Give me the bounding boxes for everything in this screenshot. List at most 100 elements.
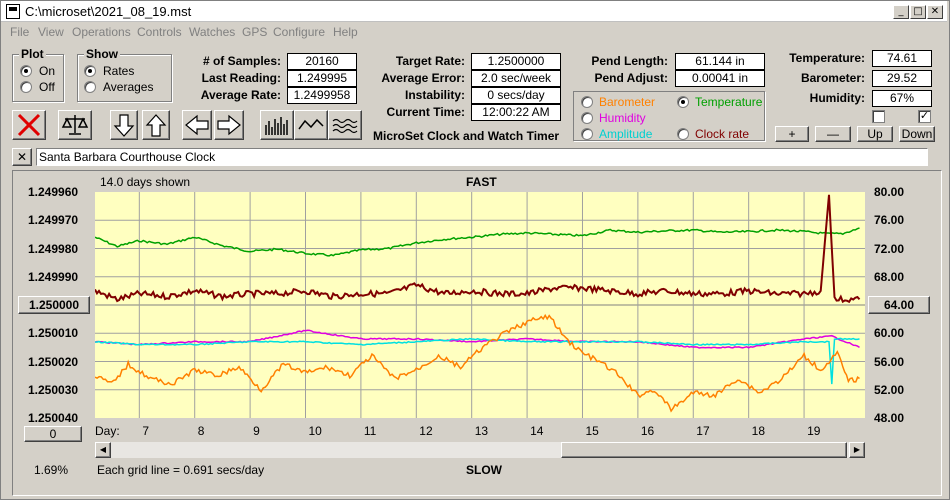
y-right-tick-label: 68.00 xyxy=(874,269,905,284)
menu-watches[interactable]: Watches xyxy=(189,25,236,39)
chart-frame xyxy=(12,170,942,496)
menu-gps[interactable]: GPS xyxy=(242,25,268,39)
up-button[interactable]: Up xyxy=(857,126,893,142)
percent-label: 1.69% xyxy=(34,463,69,477)
menu-controls[interactable]: Controls xyxy=(137,25,182,39)
x-tick-label: 10 xyxy=(308,424,322,438)
temperature-label: Temperature: xyxy=(789,51,865,65)
temperature-value: 74.61 xyxy=(872,50,932,67)
wave-graph-button[interactable] xyxy=(328,110,362,140)
show-rates-radio[interactable] xyxy=(84,65,96,77)
current-time-label: Current Time: xyxy=(386,105,465,119)
y-left-tick-label: 1.250010 xyxy=(28,326,79,341)
y-right-tick-label: 60.00 xyxy=(874,326,905,341)
series-line-amplitude xyxy=(95,337,860,385)
show-averages-label: Averages xyxy=(103,80,154,94)
calibrate-button[interactable] xyxy=(58,110,92,140)
down-arrow-button[interactable] xyxy=(110,110,138,140)
scroll-left-button[interactable]: ◀ xyxy=(95,442,111,458)
minimize-button[interactable]: _ xyxy=(893,5,909,19)
menu-view[interactable]: View xyxy=(38,25,64,39)
scroll-thumb[interactable] xyxy=(561,442,847,458)
menu-operations[interactable]: Operations xyxy=(72,25,131,39)
pend-adjust-label: Pend Adjust: xyxy=(594,71,668,85)
y-left-tick-label: 1.249990 xyxy=(28,269,79,284)
plot-group-title: Plot xyxy=(19,47,46,61)
plot-on-radio[interactable] xyxy=(20,65,32,77)
menu-configure[interactable]: Configure xyxy=(273,25,326,39)
maximize-button[interactable]: □ xyxy=(910,5,926,19)
x-tick-label: 9 xyxy=(253,424,260,438)
plot-group: Plot xyxy=(12,47,64,102)
x-tick-label: 14 xyxy=(530,424,544,438)
app-icon xyxy=(6,4,20,19)
menu-file[interactable]: File xyxy=(10,25,30,39)
bar-graph-button[interactable] xyxy=(260,110,294,140)
down-button[interactable]: Down xyxy=(899,126,935,142)
samples-value: 20160 xyxy=(287,53,357,70)
x-tick-label: 7 xyxy=(142,424,149,438)
x-tick-label: 8 xyxy=(197,424,205,438)
x-tick-label: 19 xyxy=(807,424,821,438)
right-arrow-button[interactable] xyxy=(214,110,244,140)
left-reference-button[interactable]: 1.250000 xyxy=(18,296,90,314)
y-right-tick-label: 56.00 xyxy=(874,354,905,369)
x-tick-label: 12 xyxy=(419,424,433,438)
temperature-option-label: Temperature xyxy=(695,95,763,109)
y-left-tick-label: 1.249980 xyxy=(28,241,79,256)
arrow-up-icon xyxy=(145,114,167,137)
left-arrow-button[interactable] xyxy=(182,110,212,140)
plot-on-label: On xyxy=(39,64,56,78)
right-reference-button[interactable]: 64.00 xyxy=(868,296,930,314)
day-offset-button[interactable]: 0 xyxy=(24,426,82,442)
x-tick-label: 15 xyxy=(585,424,599,438)
average-rate-label: Average Rate: xyxy=(200,88,281,102)
stop-button[interactable] xyxy=(12,110,46,140)
temperature-radio[interactable] xyxy=(677,96,689,108)
y-right-tick-label: 76.00 xyxy=(874,213,905,228)
x-axis-label: Day: xyxy=(95,424,120,438)
pend-length-label: Pend Length: xyxy=(591,54,668,68)
y-left-tick-label: 1.250040 xyxy=(28,411,79,425)
watch-name-field[interactable]: Santa Barbara Courthouse Clock xyxy=(36,148,928,166)
bar-graph-icon xyxy=(265,117,288,135)
checkbox-right[interactable]: ✓ xyxy=(918,110,931,123)
sensor-options-box xyxy=(573,91,765,141)
series-line-clock-rate xyxy=(95,194,861,304)
clear-watch-button[interactable]: ✕ xyxy=(12,148,32,166)
x-tick-label: 18 xyxy=(751,424,766,438)
series-line-temperature xyxy=(95,227,860,257)
instability-value: 0 secs/day xyxy=(471,87,561,104)
chart-bottom-slow: SLOW xyxy=(466,463,502,477)
show-group: Show xyxy=(77,47,172,102)
show-averages-radio[interactable] xyxy=(84,81,96,93)
minus-button[interactable]: — xyxy=(815,126,851,142)
series-line-humidity xyxy=(95,329,860,349)
plus-button[interactable]: + xyxy=(775,126,809,142)
up-arrow-button[interactable] xyxy=(142,110,170,140)
checkbox-left[interactable] xyxy=(872,110,885,123)
days-shown-label: 14.0 days shown xyxy=(100,175,191,189)
show-rates-label: Rates xyxy=(103,64,135,78)
plot-off-radio[interactable] xyxy=(20,81,32,93)
arrow-right-icon xyxy=(217,114,241,136)
line-graph-button[interactable] xyxy=(294,110,328,140)
y-right-tick-label: 52.00 xyxy=(874,382,905,397)
red-x-icon xyxy=(17,113,41,137)
average-error-value: 2.0 sec/week xyxy=(471,70,561,87)
time-scrollbar[interactable]: ◀ ▶ xyxy=(95,442,865,458)
last-reading-label: Last Reading: xyxy=(201,71,281,85)
x-tick-label: 13 xyxy=(474,424,489,438)
scroll-right-button[interactable]: ▶ xyxy=(849,442,865,458)
close-window-button[interactable]: ✕ xyxy=(927,5,943,19)
average-rate-value: 1.2499958 xyxy=(287,87,357,104)
barometer-label: Barometer: xyxy=(800,71,865,85)
plot-off-label: Off xyxy=(39,80,55,94)
barometer-radio[interactable] xyxy=(581,96,593,108)
amplitude-radio[interactable] xyxy=(581,128,593,140)
menu-help[interactable]: Help xyxy=(333,25,358,39)
amplitude-option-label: Amplitude xyxy=(599,127,653,141)
y-left-tick-label: 1.249960 xyxy=(28,185,79,199)
humidity-radio[interactable] xyxy=(581,112,593,124)
clock-rate-radio[interactable] xyxy=(677,128,689,140)
